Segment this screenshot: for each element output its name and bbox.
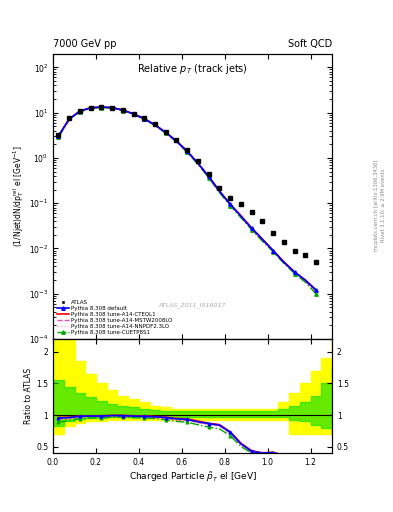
Legend: ATLAS, Pythia 8.308 default, Pythia 8.308 tune-A14-CTEQL1, Pythia 8.308 tune-A14: ATLAS, Pythia 8.308 default, Pythia 8.30… — [56, 298, 174, 336]
X-axis label: Charged Particle $\tilde{p}_T$ el [GeV]: Charged Particle $\tilde{p}_T$ el [GeV] — [129, 470, 257, 483]
Y-axis label: (1/Njet)dN/dp$^{\rm rel}_T$ el [GeV$^{-1}$]: (1/Njet)dN/dp$^{\rm rel}_T$ el [GeV$^{-1… — [11, 145, 26, 247]
Text: Soft QCD: Soft QCD — [288, 38, 332, 49]
Text: mcplots.cern.ch [arXiv:1306.3436]: mcplots.cern.ch [arXiv:1306.3436] — [374, 159, 378, 250]
Text: ATLAS_2011_I919017: ATLAS_2011_I919017 — [159, 302, 226, 308]
Y-axis label: Ratio to ATLAS: Ratio to ATLAS — [24, 368, 33, 424]
Text: Rivet 3.1.10; ≥ 2.9M events: Rivet 3.1.10; ≥ 2.9M events — [381, 168, 386, 242]
Text: Relative $p_T$ (track jets): Relative $p_T$ (track jets) — [137, 62, 248, 76]
Text: 7000 GeV pp: 7000 GeV pp — [53, 38, 117, 49]
